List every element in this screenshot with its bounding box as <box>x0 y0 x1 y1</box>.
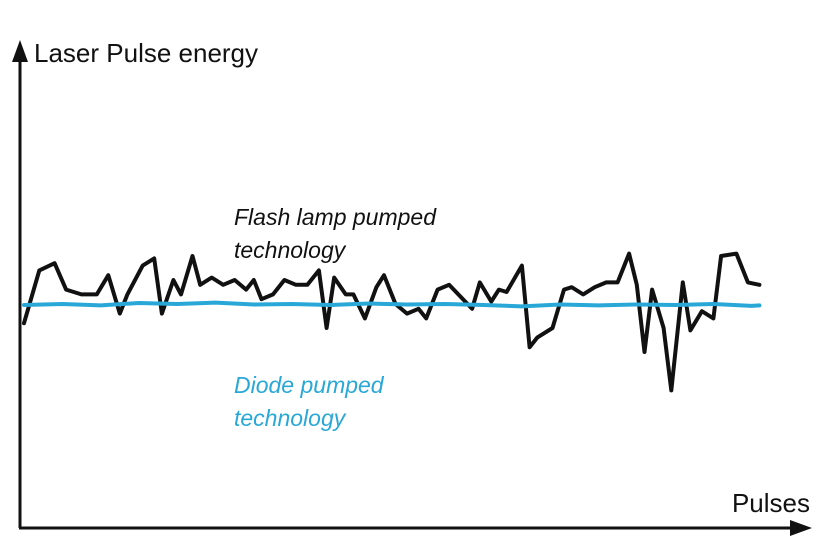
annotation-flash-lamp-line1: Flash lamp pumped <box>234 204 437 230</box>
series-line-diode <box>22 300 762 309</box>
annotation-flash-lamp-line2: technology <box>234 237 347 263</box>
annotation-diode: Diode pumped technology <box>234 372 390 431</box>
annotation-diode-line1: Diode pumped <box>234 372 385 398</box>
x-axis-arrow-icon <box>790 520 812 536</box>
y-axis-label: Laser Pulse energy <box>34 38 258 68</box>
y-axis-arrow-icon <box>12 40 28 62</box>
annotation-diode-line2: technology <box>234 405 347 431</box>
series-line-flash-lamp <box>22 251 762 393</box>
x-axis-label: Pulses <box>732 488 810 518</box>
annotation-flash-lamp: Flash lamp pumped technology <box>234 204 442 263</box>
